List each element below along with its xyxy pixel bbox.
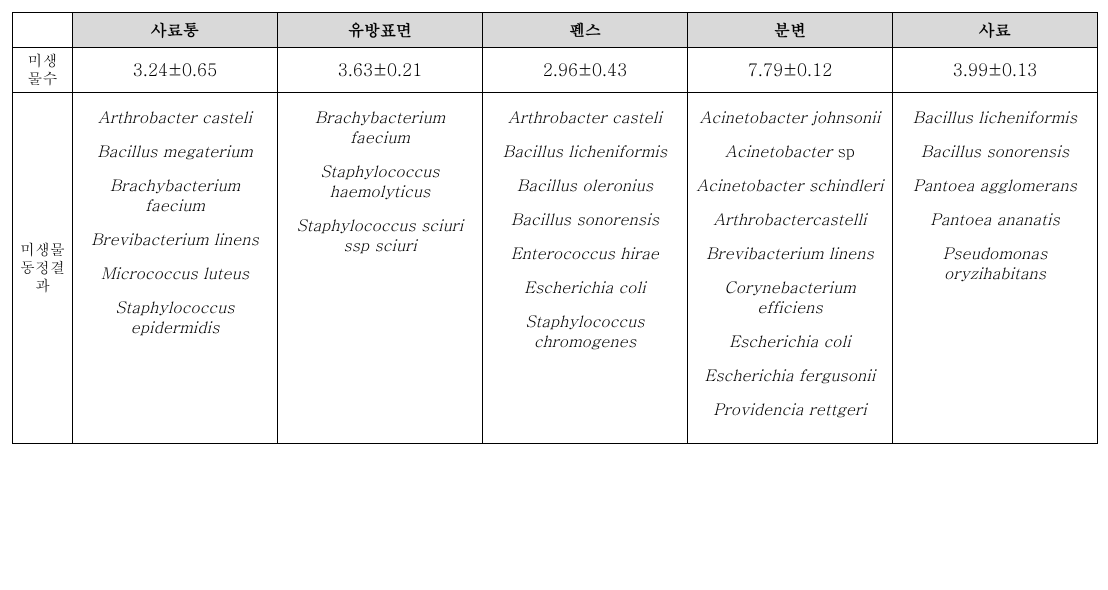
row-label-species: 미생물동정결과 [13, 92, 73, 443]
species-item: Bacillus licheniformis [489, 141, 681, 161]
species-item: Brachybacterium faecium [79, 175, 271, 215]
species-cell: Arthrobacter casteli Bacillus megaterium B… [73, 92, 278, 443]
col-header: 분변 [688, 13, 893, 48]
species-item: Brevibacterium linens [694, 243, 886, 263]
species-item: Enterococcus hirae [489, 243, 681, 263]
species-item: Corynebacterium efficiens [694, 277, 886, 317]
corner-cell [13, 13, 73, 48]
count-cell: 2.96±0.43 [483, 47, 688, 92]
species-item: Bacillus sonorensis [899, 141, 1091, 161]
count-cell: 7.79±0.12 [688, 47, 893, 92]
species-item: Escherichia coli [489, 277, 681, 297]
count-cell: 3.99±0.13 [893, 47, 1098, 92]
species-item: Acinetobacter sp [694, 141, 886, 161]
species-cell: Acinetobacter johnsonii Acinetobacter sp A… [688, 92, 893, 443]
species-item: Bacillus sonorensis [489, 209, 681, 229]
species-item: Pseudomonas oryzihabitans [899, 243, 1091, 283]
count-cell: 3.63±0.21 [278, 47, 483, 92]
species-item: Pantoea agglomerans [899, 175, 1091, 195]
col-header: 사료통 [73, 13, 278, 48]
species-item: Bacillus licheniformis [899, 107, 1091, 127]
col-header: 사료 [893, 13, 1098, 48]
species-item: Escherichia coli [694, 331, 886, 351]
species-cell: Brachybacterium faecium Staphylococcus ha… [278, 92, 483, 443]
microbe-table: 사료통 유방표면 펜스 분변 사료 미생물수 3.24±0.65 3.63±0.… [12, 12, 1098, 444]
col-header: 펜스 [483, 13, 688, 48]
header-row: 사료통 유방표면 펜스 분변 사료 [13, 13, 1098, 48]
species-item: Staphylococcus haemolyticus [284, 161, 476, 201]
species-item: Providencia rettgeri [694, 399, 886, 419]
species-item: Arthrobacter casteli [489, 107, 681, 127]
counts-row: 미생물수 3.24±0.65 3.63±0.21 2.96±0.43 7.79±… [13, 47, 1098, 92]
species-item: Arthrobactercastelli [694, 209, 886, 229]
species-item: Escherichia fergusonii [694, 365, 886, 385]
species-row: 미생물동정결과 Arthrobacter casteli Bacillus meg… [13, 92, 1098, 443]
species-item: Bacillus megaterium [79, 141, 271, 161]
species-cell: Arthrobacter casteli Bacillus licheniform… [483, 92, 688, 443]
species-item: Brevibacterium linens [79, 229, 271, 249]
species-item: Brachybacterium faecium [284, 107, 476, 147]
species-cell: Bacillus licheniformis Bacillus sonorensi… [893, 92, 1098, 443]
species-item: Staphylococcus chromogenes [489, 311, 681, 351]
species-item: Acinetobacter johnsonii [694, 107, 886, 127]
species-item: Arthrobacter casteli [79, 107, 271, 127]
species-item: Staphylococcus sciuri ssp sciuri [284, 215, 476, 255]
species-item: Bacillus oleronius [489, 175, 681, 195]
count-cell: 3.24±0.65 [73, 47, 278, 92]
species-item: Pantoea ananatis [899, 209, 1091, 229]
species-item: Staphylococcus epidermidis [79, 297, 271, 337]
species-item: Acinetobacter schindleri [694, 175, 886, 195]
col-header: 유방표면 [278, 13, 483, 48]
species-item: Micrococcus luteus [79, 263, 271, 283]
row-label-counts: 미생물수 [13, 47, 73, 92]
